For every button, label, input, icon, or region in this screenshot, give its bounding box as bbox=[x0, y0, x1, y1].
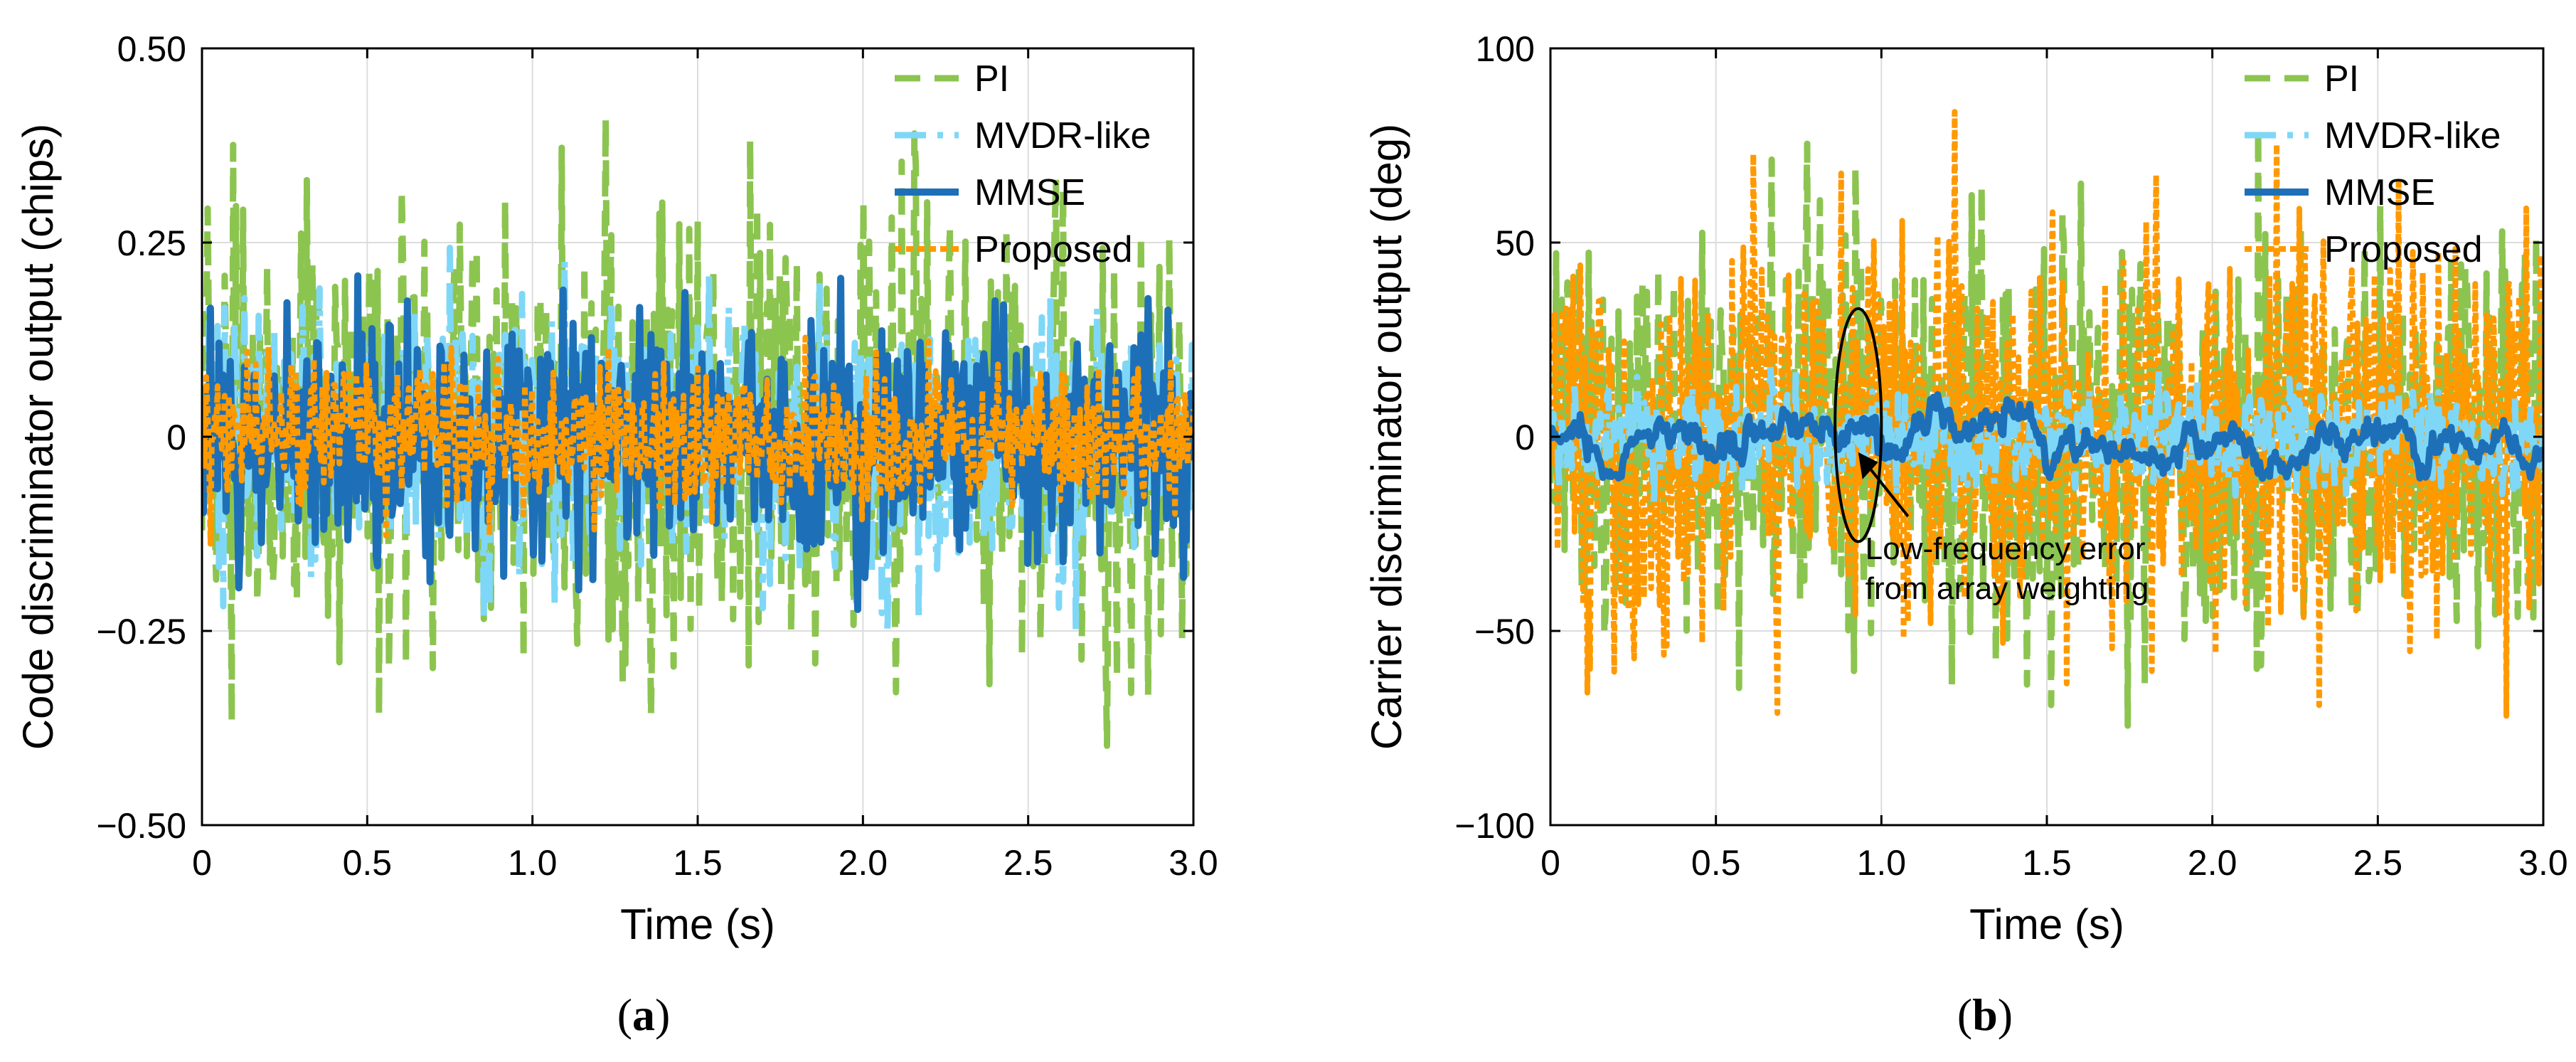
series-group bbox=[1550, 109, 2543, 729]
legend-label: MVDR-like bbox=[974, 115, 1151, 156]
panel-label-part: ( bbox=[1957, 989, 1972, 1040]
chart-panel-b: 0 0.5 1.0 1.5 2.0 2.5 3.0 −100 −50 0 50 100 Time (s)… bbox=[1363, 29, 2568, 1040]
annotation-arrow-line bbox=[1863, 460, 1910, 518]
y-tick-label: 100 bbox=[1476, 29, 1535, 69]
legend-label: Proposed bbox=[974, 229, 1133, 270]
y-tick-label: 0 bbox=[1515, 418, 1535, 457]
series-line-mmse bbox=[1550, 391, 2543, 482]
legend: PI MVDR-like MMSE Proposed bbox=[2245, 58, 2501, 270]
x-tick-label: 1.0 bbox=[508, 843, 558, 883]
y-tick-label: −100 bbox=[1454, 806, 1535, 846]
y-tick-label: −50 bbox=[1474, 612, 1535, 652]
legend-label: MVDR-like bbox=[2324, 115, 2501, 156]
series-group bbox=[202, 115, 1193, 749]
x-tick-label: 0.5 bbox=[1691, 843, 1741, 883]
legend-label: PI bbox=[974, 58, 1009, 100]
x-tick-label: 2.0 bbox=[839, 843, 888, 883]
x-tick-label: 3.0 bbox=[2518, 843, 2568, 883]
y-axis-label: Code discriminator output (chips) bbox=[14, 124, 62, 750]
annotation-arrow-head bbox=[1858, 452, 1878, 479]
x-tick-label: 1.0 bbox=[1857, 843, 1907, 883]
panel-label-part: ( bbox=[617, 989, 632, 1040]
x-tick-label: 1.5 bbox=[2022, 843, 2072, 883]
panel-label: (b) bbox=[1957, 989, 2013, 1040]
x-tick-label: 2.5 bbox=[2353, 843, 2403, 883]
legend-label: Proposed bbox=[2324, 229, 2483, 270]
annotation-text: from array weighting bbox=[1866, 571, 2149, 606]
x-tick-label: 3.0 bbox=[1169, 843, 1218, 883]
y-tick-label: 0 bbox=[166, 418, 186, 457]
series-line-proposed bbox=[1550, 109, 2543, 719]
y-tick-label: 0.25 bbox=[117, 223, 186, 263]
x-axis-label: Time (s) bbox=[620, 901, 775, 948]
legend-label: PI bbox=[2324, 58, 2359, 100]
chart-panel-a: 0 0.5 1.0 1.5 2.0 2.5 3.0 −0.50 −0.25 0 0.25 0.50 Ti… bbox=[14, 29, 1218, 1040]
y-tick-label: −0.25 bbox=[96, 612, 186, 652]
x-tick-label: 0 bbox=[192, 843, 212, 883]
x-axis-label: Time (s) bbox=[1969, 901, 2124, 948]
legend: PI MVDR-like MMSE Proposed bbox=[895, 58, 1151, 270]
x-tick-label: 2.5 bbox=[1004, 843, 1053, 883]
x-tick-label: 1.5 bbox=[673, 843, 723, 883]
series-line-proposed bbox=[202, 334, 1193, 547]
panel-label-part: ) bbox=[1998, 989, 2013, 1040]
panel-label-part: ) bbox=[655, 989, 670, 1040]
panel-label-part: a bbox=[632, 989, 655, 1040]
x-tick-label: 0.5 bbox=[343, 843, 393, 883]
annotation: Low-frequency error from array weighting bbox=[1833, 307, 2149, 606]
y-tick-label: 0.50 bbox=[117, 29, 186, 69]
y-tick-label: −0.50 bbox=[96, 806, 186, 846]
x-tick-label: 2.0 bbox=[2188, 843, 2237, 883]
annotation-ellipse bbox=[1833, 307, 1883, 543]
x-tick-label: 0 bbox=[1540, 843, 1560, 883]
legend-label: MMSE bbox=[2324, 172, 2435, 213]
legend-label: MMSE bbox=[974, 172, 1085, 213]
panel-label: (a) bbox=[617, 989, 671, 1040]
y-axis-label: Carrier discriminator output (deg) bbox=[1363, 124, 1410, 750]
annotation-text: Low-frequency error bbox=[1866, 531, 2146, 566]
panel-label-part: b bbox=[1972, 989, 1998, 1040]
y-tick-label: 50 bbox=[1495, 223, 1535, 263]
